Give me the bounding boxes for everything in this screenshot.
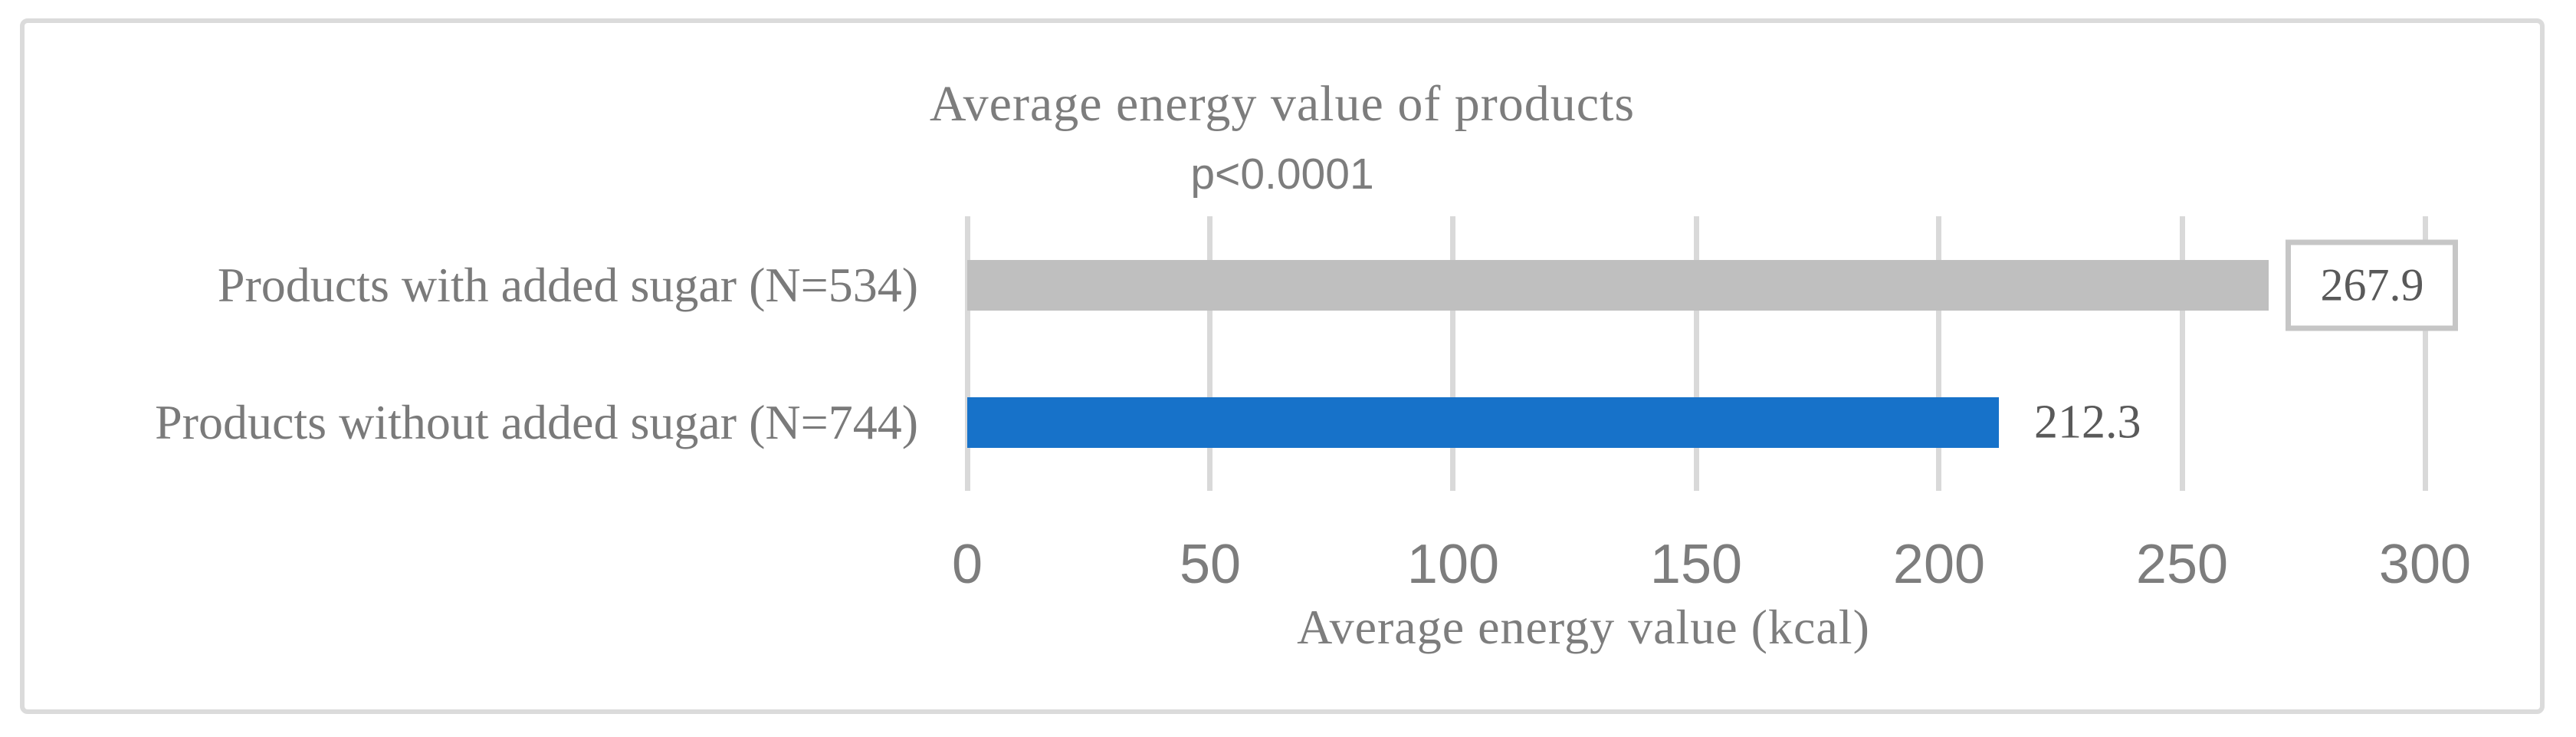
x-tick-label: 0 <box>951 534 983 595</box>
chart-frame <box>20 18 2545 714</box>
x-tick-label: 300 <box>2378 534 2472 595</box>
x-tick-label: 250 <box>2135 534 2229 595</box>
bar <box>967 259 2269 311</box>
x-tick-label: 100 <box>1406 534 1500 595</box>
x-tick-label: 150 <box>1649 534 1743 595</box>
chart-subtitle: p<0.0001 <box>1190 150 1374 199</box>
gridline <box>2179 216 2185 491</box>
gridline <box>1936 216 1942 491</box>
gridline <box>1207 216 1213 491</box>
x-axis-title: Average energy value (kcal) <box>1297 600 1870 654</box>
x-tick-label: 50 <box>1179 534 1242 595</box>
plot-area: 267.9 212.3 Products with added sugar (N=… <box>155 216 2471 654</box>
gridline <box>964 216 970 491</box>
category-label: Products without added sugar (N=744) <box>155 394 918 449</box>
gridline <box>1693 216 1699 491</box>
value-label-box: 267.9 <box>2286 239 2459 331</box>
gridline <box>1450 216 1456 491</box>
gridline <box>2422 216 2428 491</box>
bar <box>967 396 1999 448</box>
value-label: 212.3 <box>2033 396 2141 448</box>
chart-title: Average energy value of products <box>929 76 1636 132</box>
category-label: Products with added sugar (N=534) <box>217 257 918 312</box>
x-tick-label: 200 <box>1892 534 1986 595</box>
